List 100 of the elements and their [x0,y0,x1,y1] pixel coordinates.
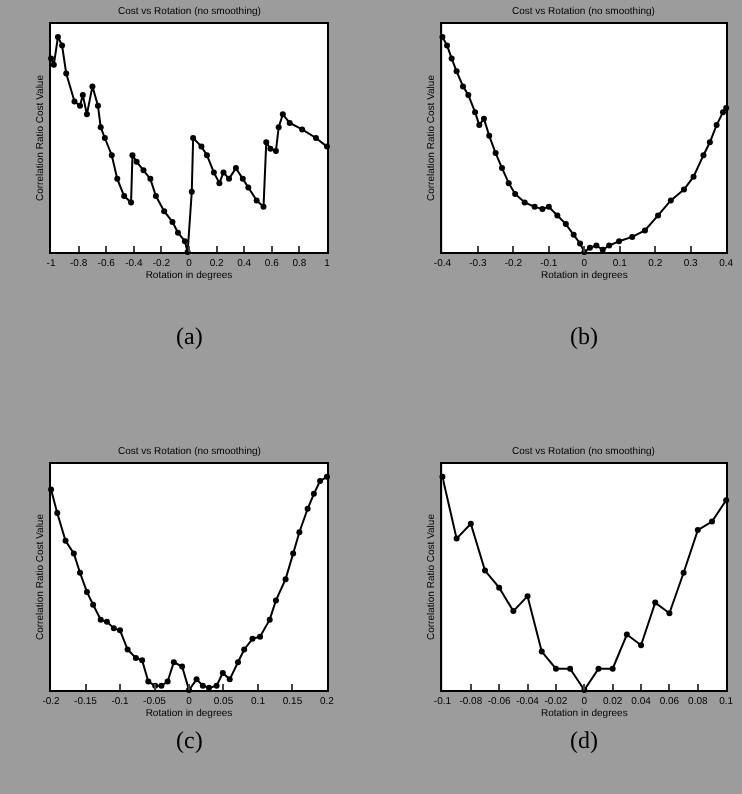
point [140,167,147,174]
point [641,227,648,234]
point [623,631,630,638]
text: (b) [570,322,598,350]
point [296,529,303,536]
point [496,584,503,591]
point [524,593,531,600]
point [181,238,188,245]
point [62,537,69,544]
point [83,588,90,595]
point [512,190,519,197]
point [139,657,146,664]
point [609,665,616,672]
point [567,665,574,672]
point [538,648,545,655]
point [129,152,136,159]
point [89,83,96,90]
point [114,175,121,182]
point [599,246,606,253]
point [152,193,159,200]
point [577,240,584,247]
point [241,646,248,653]
point [312,135,319,141]
point [453,535,460,542]
point [531,203,538,210]
point [586,244,593,251]
point [179,663,186,670]
point [232,165,239,172]
point [521,199,528,206]
point [667,197,674,204]
point [713,122,720,129]
point [690,173,697,180]
point [203,152,210,159]
point [453,68,460,75]
point [128,199,135,206]
point [50,61,57,68]
point [198,143,205,150]
point [245,184,252,191]
point [249,635,256,642]
point [290,550,297,557]
point [54,510,61,517]
text: (d) [570,726,598,754]
point [226,676,233,683]
point [220,169,227,176]
point [59,42,66,49]
point [554,212,561,219]
point [279,111,286,118]
point [666,610,673,617]
point [94,102,101,109]
point [310,490,317,497]
point [510,608,517,615]
point [299,126,306,133]
point [70,550,77,557]
point [164,678,171,685]
point [239,175,246,182]
point [117,627,124,634]
point [317,478,324,485]
point [263,139,270,146]
point [97,124,104,131]
point [539,205,546,212]
point [272,597,279,604]
point [90,601,97,608]
point [545,203,552,210]
point [226,175,233,182]
point [213,682,220,689]
point [145,678,152,685]
point [680,186,687,193]
point [476,122,483,129]
point [472,109,479,116]
point [253,197,260,204]
point [481,567,488,574]
point [188,188,195,195]
point [680,569,687,576]
point [700,152,707,159]
point [97,616,104,623]
point [79,91,86,98]
point [77,102,84,109]
point [708,518,715,525]
point [652,599,659,606]
point [169,218,176,225]
point [499,165,506,172]
point [266,616,273,623]
point [71,98,78,105]
point [158,682,165,689]
point [101,135,108,141]
point [257,633,264,640]
point [492,150,499,157]
point [505,180,512,187]
point [121,193,128,200]
point [638,642,645,649]
point [170,659,177,666]
point [706,139,713,146]
text: (c) [176,726,203,754]
point [480,115,487,122]
point [124,646,131,653]
point [282,576,289,583]
point [190,135,197,141]
point [286,119,293,126]
point [465,91,472,98]
point [108,152,115,159]
